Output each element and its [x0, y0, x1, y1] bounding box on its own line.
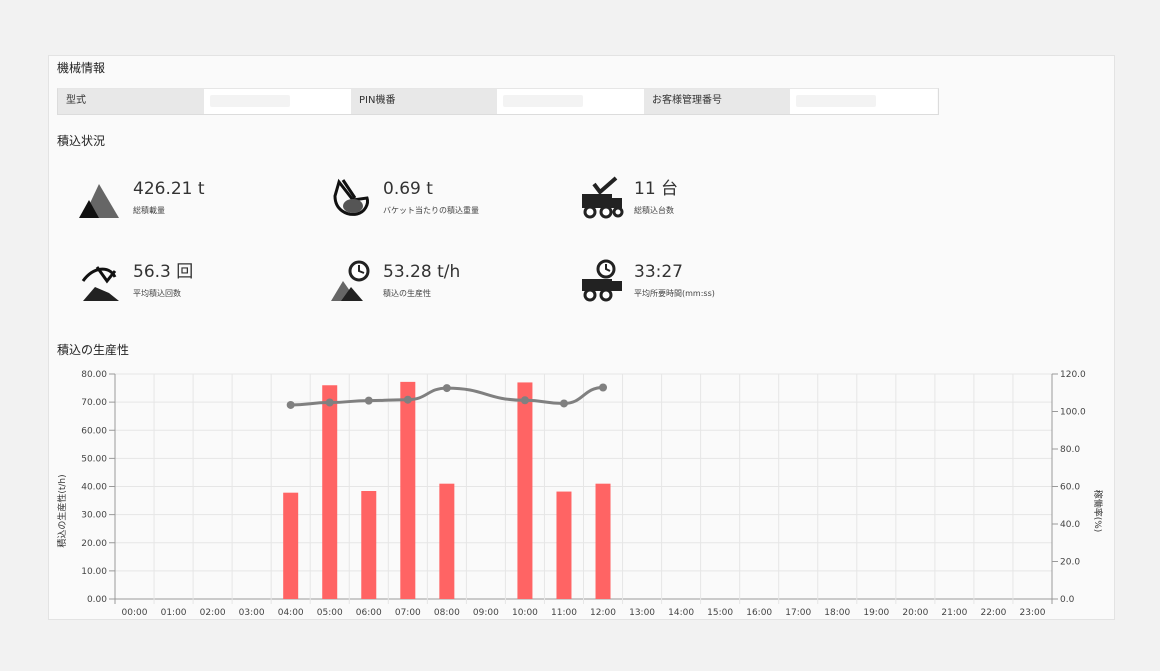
bar: [361, 491, 377, 599]
x-tick-label: 21:00: [941, 608, 967, 618]
kpi-caption: バケット当たりの積込重量: [383, 206, 479, 215]
bar: [439, 483, 455, 599]
kpi-caption: 平均積込回数: [133, 289, 181, 298]
line-point: [286, 400, 295, 409]
x-tick-label: 08:00: [434, 608, 460, 618]
x-tick-label: 17:00: [785, 608, 811, 618]
bar: [556, 491, 572, 599]
x-tick-label: 13:00: [629, 608, 655, 618]
bar: [517, 382, 533, 599]
y2-tick-label: 60.0: [1060, 483, 1080, 493]
productivity-chart: 0.00 10.00 20.00 30.00 40.00 50.00 60.00 70.00 8…: [56, 370, 1104, 618]
machine-info-table: 型式 PIN機番 お客様管理番号: [57, 88, 939, 115]
y2-axis-label: 稼働率(%): [1092, 490, 1104, 533]
kpi-total-load: 426.21 t 総積載量: [79, 176, 205, 220]
kpi-value: 426.21 t: [133, 179, 205, 199]
y-tick-label: 40.00: [81, 483, 107, 493]
kpi-avg-time: 33:27 平均所要時間(mm:ss): [580, 259, 715, 303]
line-point: [364, 396, 373, 405]
x-tick-label: 19:00: [863, 608, 889, 618]
bar: [400, 381, 416, 599]
y-axis-label: 積込の生産性(t/h): [56, 474, 68, 547]
x-tick-label: 16:00: [746, 608, 772, 618]
kpi-caption: 総積込台数: [634, 206, 674, 215]
bar: [283, 492, 299, 599]
x-tick-label: 18:00: [824, 608, 850, 618]
model-label: 型式: [58, 89, 204, 114]
loading-status-title: 積込状況: [57, 134, 106, 148]
y-tick-label: 50.00: [81, 454, 107, 464]
kpi-caption: 総積載量: [133, 206, 165, 215]
kpi-caption: 積込の生産性: [383, 289, 431, 298]
x-tick-label: 03:00: [239, 608, 265, 618]
series-line: [290, 386, 604, 407]
y2-tick-label: 40.0: [1060, 520, 1080, 530]
mountain-icon: [79, 184, 119, 218]
x-tick-label: 06:00: [356, 608, 382, 618]
kpi-value: 33:27: [634, 262, 683, 282]
line-point: [520, 396, 529, 405]
customer-number-label: お客様管理番号: [644, 89, 790, 114]
y-tick-label: 60.00: [81, 426, 107, 436]
y2-tick-label: 20.0: [1060, 558, 1080, 568]
line-point: [403, 395, 412, 404]
bar: [595, 483, 611, 599]
y-tick-label: 0.00: [87, 595, 107, 605]
y-tick-label: 20.00: [81, 539, 107, 549]
x-tick-label: 11:00: [551, 608, 577, 618]
kpi-value: 56.3 回: [133, 262, 194, 282]
dump-truck-check-icon: [582, 176, 624, 219]
x-tick-label: 00:00: [122, 608, 148, 618]
x-tick-label: 20:00: [902, 608, 928, 618]
y2-tick-label: 80.0: [1060, 445, 1080, 455]
x-tick-label: 14:00: [668, 608, 694, 618]
kpi-value: 11 台: [634, 179, 679, 199]
x-tick-label: 04:00: [278, 608, 304, 618]
kpi-value: 53.28 t/h: [383, 262, 461, 282]
kpi-caption: 平均所要時間(mm:ss): [634, 289, 715, 298]
line-point: [442, 384, 451, 393]
line-point: [325, 398, 334, 407]
kpi-bucket-weight: 0.69 t バケット当たりの積込重量: [329, 176, 479, 220]
x-tick-label: 05:00: [317, 608, 343, 618]
y2-tick-label: 0.0: [1060, 595, 1075, 605]
dump-truck-clock-icon: [582, 259, 622, 302]
y-tick-label: 30.00: [81, 511, 107, 521]
kpi-productivity: 53.28 t/h 積込の生産性: [329, 259, 460, 303]
y2-tick-label: 120.0: [1060, 370, 1086, 380]
customer-number-value: [790, 89, 937, 114]
line-point: [559, 399, 568, 408]
y2-tick-label: 100.0: [1060, 408, 1086, 418]
x-tick-label: 09:00: [473, 608, 499, 618]
x-tick-label: 02:00: [200, 608, 226, 618]
productivity-chart-title: 積込の生産性: [57, 343, 130, 357]
x-tick-label: 15:00: [707, 608, 733, 618]
x-tick-label: 22:00: [980, 608, 1006, 618]
kpi-avg-loading-count: 56.3 回 平均積込回数: [79, 259, 193, 303]
pin-value: [497, 89, 644, 114]
y-tick-label: 70.00: [81, 398, 107, 408]
kpi-total-trucks: 11 台 総積込台数: [580, 176, 678, 220]
bar: [322, 385, 338, 599]
x-tick-label: 10:00: [512, 608, 538, 618]
x-tick-label: 01:00: [161, 608, 187, 618]
kpi-value: 0.69 t: [383, 179, 433, 199]
line-point: [599, 383, 608, 392]
bucket-icon: [333, 178, 369, 216]
machine-info-title: 機械情報: [57, 61, 106, 75]
y-tick-label: 10.00: [81, 567, 107, 577]
x-tick-label: 07:00: [395, 608, 421, 618]
mountain-clock-icon: [331, 260, 370, 301]
x-tick-label: 12:00: [590, 608, 616, 618]
machine-panel: 機械情報 型式 PIN機番 お客様管理番号 積込状況 426.21 t 総積載量…: [48, 55, 1115, 620]
x-tick-label: 23:00: [1020, 608, 1046, 618]
y-tick-label: 80.00: [81, 370, 107, 380]
model-value: [204, 89, 351, 114]
excavator-bucket-icon: [81, 266, 119, 301]
pin-label: PIN機番: [351, 89, 497, 114]
